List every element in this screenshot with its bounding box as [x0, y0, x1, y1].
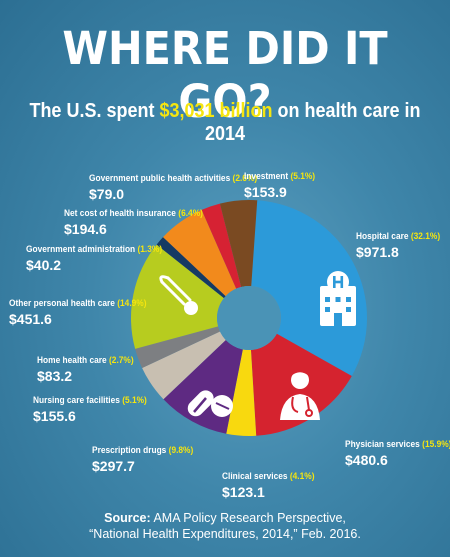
slice-nursing-care-facilities	[142, 331, 226, 400]
label-nursing-care-facilities: Nursing care facilities (5.1%) $155.6	[33, 390, 162, 424]
slice-name: Nursing care facilities	[33, 395, 120, 406]
slice-investment	[219, 200, 258, 287]
slice-value: $40.2	[26, 257, 62, 274]
slice-value: $480.6	[345, 452, 388, 469]
label-physician-services: Physician services (15.9%) $480.6	[345, 434, 450, 468]
slice-pct: (2.7%)	[109, 355, 134, 366]
label-investment: Investment (5.1%) $153.9	[244, 166, 325, 200]
slice-name: Investment	[244, 171, 289, 182]
label-clinical-services: Clinical services (4.1%) $123.1	[222, 466, 327, 500]
slice-government-administration	[156, 237, 226, 299]
slice-pct: (14.9%)	[117, 298, 147, 309]
physician-icon	[280, 370, 320, 420]
label-home-health-care: Home health care (2.7%) $83.2	[37, 350, 147, 384]
slice-net-cost-of-health-insurance	[163, 209, 237, 297]
slice-value: $297.7	[92, 458, 135, 475]
slice-pct: (9.8%)	[168, 445, 194, 456]
page-subtitle: The U.S. spent $3,031 billion on health …	[23, 100, 428, 146]
source-label: Source:	[104, 511, 151, 525]
slice-value: $123.1	[222, 484, 265, 501]
slice-value: $83.2	[37, 368, 73, 385]
slice-pct: (2.6%)	[232, 173, 258, 184]
source-line2: “National Health Expenditures, 2014,” Fe…	[89, 527, 361, 542]
subtitle-highlight: $3,031 billion	[159, 100, 273, 122]
thermometer-icon	[159, 275, 198, 315]
source-note: Source: AMA Policy Research Perspective,…	[0, 510, 450, 543]
donut-hole	[217, 286, 281, 350]
slice-name: Clinical services	[222, 471, 288, 482]
hospital-icon	[320, 271, 356, 326]
label-other-personal-health-care: Other personal health care (14.9%) $451.…	[9, 293, 165, 327]
slice-value: $153.9	[244, 184, 287, 201]
label-government-administration: Government administration (1.3%) $40.2	[26, 239, 181, 273]
slice-pct: (5.1%)	[122, 395, 147, 406]
slice-hospital-care	[251, 200, 367, 376]
slice-name: Prescription drugs	[92, 445, 167, 456]
subtitle-suffix: on health care in 2014	[204, 100, 421, 145]
slice-pct: (6.4%)	[178, 208, 203, 219]
pills-icon	[187, 390, 233, 417]
slice-value: $79.0	[89, 186, 125, 203]
page-title: WHERE DID IT GO?	[62, 22, 388, 128]
slice-pct: (4.1%)	[289, 471, 315, 482]
slice-pct: (15.9%)	[422, 439, 450, 450]
slice-name: Hospital care	[356, 231, 409, 242]
slice-name: Physician services	[345, 439, 420, 450]
slice-name: Government administration	[26, 244, 136, 255]
slice-home-health-care	[135, 326, 221, 368]
slice-pct: (5.1%)	[290, 171, 316, 182]
slice-name: Home health care	[37, 355, 107, 366]
label-government-public-health-activities: Government public health activities (2.6…	[89, 168, 280, 202]
slice-value: $155.6	[33, 408, 76, 425]
slice-name: Net cost of health insurance	[64, 208, 176, 219]
label-prescription-drugs: Prescription drugs (9.8%) $297.7	[92, 440, 207, 474]
slice-value: $971.8	[356, 244, 399, 261]
slice-pct: (1.3%)	[137, 244, 163, 255]
label-net-cost-of-health-insurance: Net cost of health insurance (6.4%) $194…	[64, 203, 222, 237]
slice-name: Other personal health care	[9, 298, 115, 309]
subtitle-prefix: The U.S. spent	[29, 100, 160, 122]
slice-clinical-services	[226, 349, 257, 436]
slice-value: $194.6	[64, 221, 107, 238]
label-hospital-care: Hospital care (32.1%) $971.8	[356, 226, 450, 260]
slice-pct: (32.1%)	[410, 231, 441, 242]
slice-name: Government public health activities	[89, 173, 231, 184]
slice-value: $451.6	[9, 311, 52, 328]
source-line1: AMA Policy Research Perspective,	[150, 511, 346, 525]
slice-government-public-health-activities	[201, 203, 242, 289]
